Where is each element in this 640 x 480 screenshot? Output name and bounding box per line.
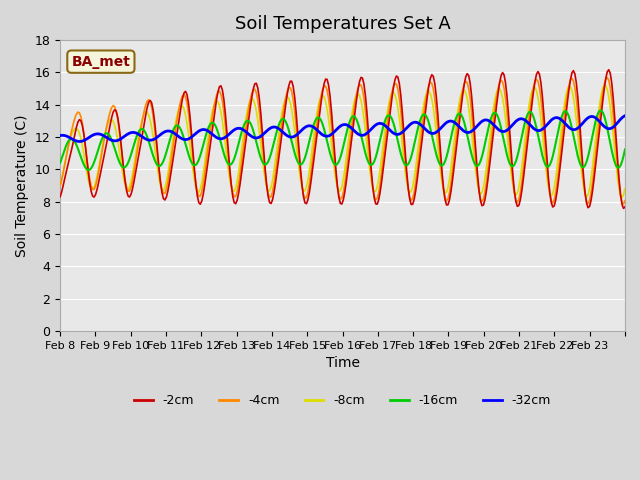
Text: BA_met: BA_met [72,55,131,69]
X-axis label: Time: Time [326,356,360,370]
Legend: -2cm, -4cm, -8cm, -16cm, -32cm: -2cm, -4cm, -8cm, -16cm, -32cm [129,389,556,412]
Y-axis label: Soil Temperature (C): Soil Temperature (C) [15,114,29,257]
Title: Soil Temperatures Set A: Soil Temperatures Set A [235,15,451,33]
